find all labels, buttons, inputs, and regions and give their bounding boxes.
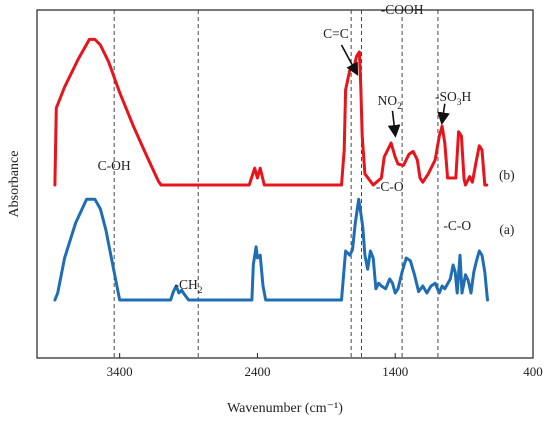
peak-annotations: C-OH-CH2-C-O-C-O(a)-C=OC=C-COOHNO2-SO3H(…: [98, 2, 515, 296]
series-line-b: [53, 37, 489, 187]
x-tick-label: 2400: [244, 364, 270, 379]
annotation-arrow-2: [437, 103, 450, 126]
plot-area: [36, 9, 534, 359]
annotation-arrow-1: [387, 110, 401, 138]
annotation-label-7: -COOH: [381, 2, 424, 17]
x-axis-ticks: 3400 2400 1400 400: [107, 353, 543, 379]
x-tick-label: 400: [523, 364, 543, 379]
annotation-label-4: (a): [499, 222, 514, 237]
series-line-a: [53, 197, 489, 302]
annotation-label-8: NO2: [378, 93, 403, 112]
y-axis-title: Absorbance: [7, 151, 22, 218]
x-tick-label: 3400: [107, 364, 133, 379]
annotation-arrow-0: [340, 44, 359, 76]
annotation-label-2: -C-O: [376, 179, 404, 194]
series-lines: [53, 37, 489, 302]
annotation-label-10: (b): [499, 167, 515, 182]
annotation-label-9: -SO3H: [435, 89, 472, 108]
annotation-label-3: -C-O: [443, 218, 471, 233]
x-axis-title: Wavenumber (cm⁻¹): [227, 401, 343, 416]
x-tick-label: 1400: [382, 364, 408, 379]
annotation-label-0: C-OH: [98, 158, 131, 173]
annotation-label-1: -CH2: [175, 277, 203, 296]
annotation-label-6: C=C: [323, 26, 349, 41]
